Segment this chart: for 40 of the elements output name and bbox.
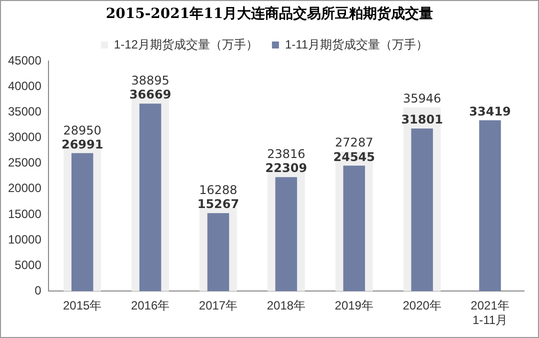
data-label: 22309 — [265, 161, 308, 176]
data-label: 31801 — [401, 112, 443, 127]
data-label: 16288 — [199, 183, 238, 198]
y-tick-label: 35000 — [8, 104, 42, 118]
data-label: 27287 — [335, 136, 374, 150]
bar — [207, 213, 230, 292]
bar — [479, 120, 501, 292]
y-tick-label: 20000 — [8, 181, 42, 196]
y-tick-label: 25000 — [8, 156, 42, 170]
data-label: 33419 — [469, 104, 511, 118]
data-label: 36669 — [129, 88, 172, 102]
bar — [71, 153, 94, 292]
y-tick-label: 30000 — [8, 130, 42, 144]
bar — [343, 166, 366, 292]
y-tick-label: 40000 — [8, 78, 42, 93]
x-tick-label: 2020年 — [402, 298, 442, 313]
x-tick-label: 2021年 1-11月 — [470, 298, 510, 328]
chart-title: 2015-2021年11月大连商品交易所豆粕期货成交量 — [104, 4, 434, 24]
legend-label: 1-12月期货成交量（万手） — [114, 37, 258, 52]
y-tick-label: 10000 — [8, 232, 42, 246]
data-label: 38895 — [131, 74, 170, 88]
data-label: 26991 — [61, 137, 104, 152]
y-tick-label: 0 — [34, 284, 42, 298]
bar — [411, 128, 433, 292]
bar — [275, 177, 298, 292]
x-tick-label: 2018年 — [266, 298, 306, 313]
bar — [139, 104, 162, 292]
data-label: 28950 — [63, 123, 102, 138]
x-tick-label: 2019年 — [334, 298, 374, 313]
data-label: 35946 — [402, 91, 442, 106]
legend-label: 1-11月期货成交量（万手） — [284, 37, 428, 52]
x-tick-label: 2017年 — [198, 298, 238, 313]
y-tick-label: 45000 — [8, 53, 42, 68]
data-label: 23816 — [267, 147, 306, 162]
y-tick-label: 5000 — [14, 258, 42, 272]
data-label: 15267 — [197, 197, 240, 212]
x-tick-label: 2015年 — [62, 298, 102, 313]
data-label: 24545 — [333, 150, 376, 164]
y-tick-label: 15000 — [8, 206, 42, 221]
x-tick-label: 2016年 — [130, 298, 170, 313]
